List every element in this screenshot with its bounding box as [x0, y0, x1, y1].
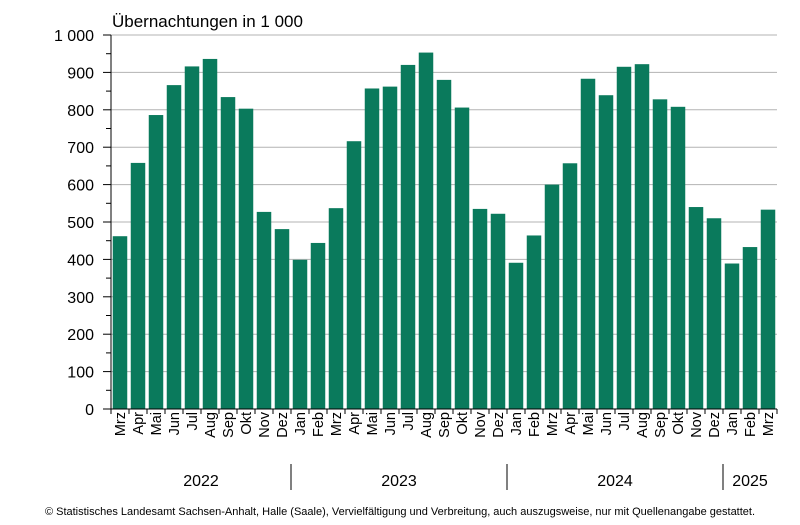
bar — [382, 86, 398, 409]
bar — [634, 64, 650, 409]
x-tick-label: Sep — [221, 412, 237, 438]
bar — [220, 97, 236, 410]
bar — [760, 209, 776, 409]
x-tick-label: Mai — [365, 412, 381, 435]
y-axis-label: Übernachtungen in 1 000 — [112, 12, 303, 31]
bar — [400, 64, 416, 410]
x-tick-label: Apr — [131, 412, 147, 435]
y-tick-label: 700 — [67, 140, 94, 157]
x-tick-label: Dez — [491, 412, 507, 438]
copyright-footer: © Statistisches Landesamt Sachsen-Anhalt… — [44, 506, 756, 518]
x-tick-label: Jul — [185, 412, 201, 431]
y-tick-label: 500 — [67, 215, 94, 232]
y-tick-label: 900 — [67, 65, 94, 82]
y-tick-label: 200 — [67, 327, 94, 344]
bar — [526, 235, 542, 409]
y-tick-label: 0 — [85, 402, 94, 419]
bar — [184, 66, 200, 409]
bar — [274, 229, 290, 409]
y-tick-label: 600 — [67, 178, 94, 195]
y-tick-label: 800 — [67, 103, 94, 120]
bar — [724, 263, 740, 409]
bar — [508, 262, 524, 409]
bar — [148, 115, 164, 409]
bar — [310, 242, 326, 409]
bar — [544, 184, 560, 409]
x-tick-label: Sep — [437, 412, 453, 438]
bar — [328, 208, 344, 409]
x-tick-label: Mrz — [761, 412, 777, 436]
year-labels: 2022 2023 2024 2025 — [183, 473, 768, 490]
x-tick-label: Jan — [293, 412, 309, 435]
x-tick-label: Aug — [203, 412, 219, 438]
x-tick-label: Feb — [743, 412, 759, 437]
y-tick-label: 100 — [67, 365, 94, 382]
x-tick-label: Feb — [527, 412, 543, 437]
bar — [112, 236, 128, 409]
bar — [706, 218, 722, 409]
bar — [346, 141, 362, 409]
x-tick-label: Aug — [419, 412, 435, 438]
x-tick-label: Mrz — [113, 412, 129, 436]
x-tick-label: Jun — [599, 412, 615, 435]
x-tick-label: Nov — [689, 411, 705, 438]
year-label: 2023 — [381, 473, 417, 490]
x-tick-label: Dez — [707, 412, 723, 438]
bars — [112, 52, 776, 410]
x-tick-label: Apr — [347, 412, 363, 435]
x-tick-label: Sep — [653, 412, 669, 438]
bar — [130, 162, 146, 409]
x-tick-label: Jan — [725, 412, 741, 435]
x-tick-label: Jun — [167, 412, 183, 435]
x-tick-label: Apr — [563, 412, 579, 435]
x-tick-labels: Mrz Apr Mai Jun Jul Aug Sep Okt Nov Dez Jan Feb Mrz A… — [113, 411, 777, 438]
bar — [616, 66, 632, 409]
x-tick-label: Mrz — [545, 412, 561, 436]
bar — [490, 213, 506, 409]
x-tick-label: Jul — [617, 412, 633, 431]
x-tick-label: Okt — [671, 412, 687, 435]
x-tick-label: Nov — [473, 411, 489, 438]
x-tick-label: Nov — [257, 411, 273, 438]
y-tick-label: 1 000 — [54, 28, 94, 45]
x-tick-label: Mrz — [329, 412, 345, 436]
x-tick-label: Dez — [275, 412, 291, 438]
y-tick-label: 300 — [67, 290, 94, 307]
x-tick-label: Aug — [635, 412, 651, 438]
x-tick-label: Okt — [455, 412, 471, 435]
axes — [103, 34, 778, 490]
y-tick-labels: 0 100 200 300 400 500 600 700 800 900 1 000 — [54, 28, 94, 419]
x-tick-label: Jul — [401, 412, 417, 431]
bar — [238, 108, 254, 409]
x-tick-label: Mai — [581, 412, 597, 435]
bar — [436, 79, 452, 409]
bar — [256, 211, 272, 409]
bar — [598, 95, 614, 410]
x-tick-label: Feb — [311, 412, 327, 437]
year-label: 2022 — [183, 473, 219, 490]
x-tick-label: Jun — [383, 412, 399, 435]
bar — [472, 208, 488, 409]
bar — [580, 78, 596, 410]
y-tick-label: 400 — [67, 252, 94, 269]
bar — [688, 207, 704, 409]
x-tick-label: Jan — [509, 412, 525, 435]
bar — [166, 85, 182, 409]
bar — [364, 88, 380, 410]
bar — [652, 99, 668, 409]
x-tick-label: Mai — [149, 412, 165, 435]
bar — [454, 107, 470, 409]
bar — [742, 247, 758, 409]
bar — [292, 259, 308, 409]
year-label: 2025 — [732, 473, 768, 490]
bar — [562, 163, 578, 409]
bar — [670, 106, 686, 410]
bar — [418, 52, 434, 409]
bar — [202, 58, 218, 409]
x-tick-label: Okt — [239, 412, 255, 435]
year-label: 2024 — [597, 473, 633, 490]
